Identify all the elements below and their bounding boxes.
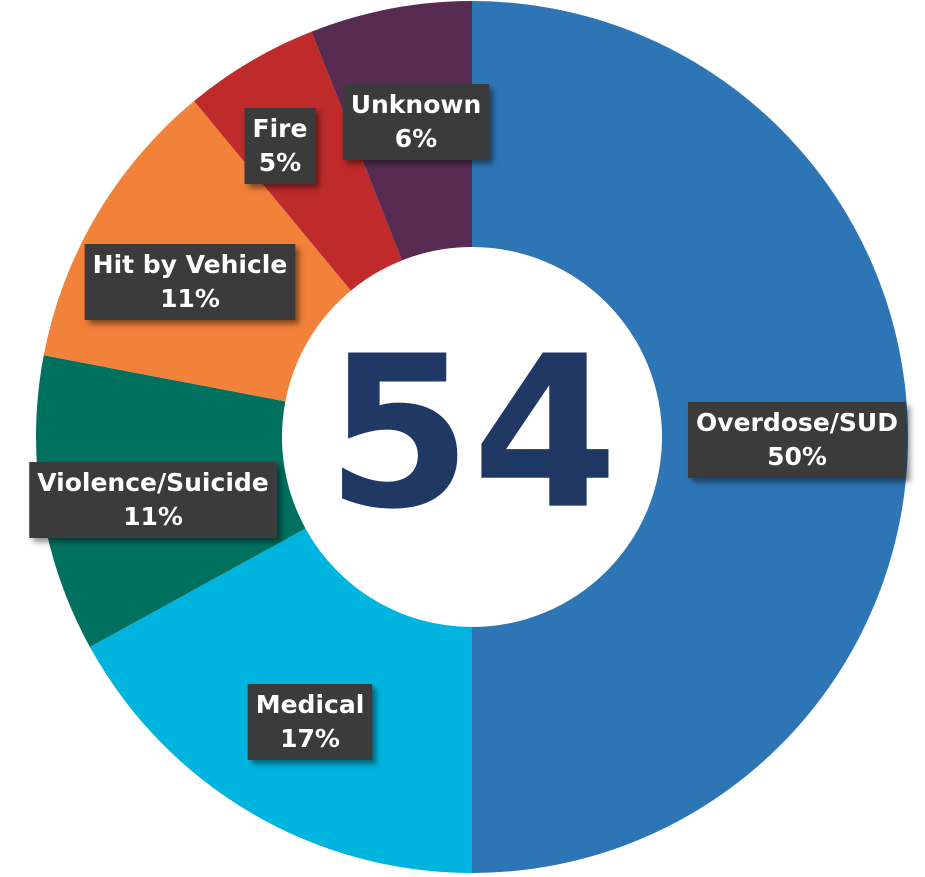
data-label: Hit by Vehicle 11% <box>84 244 296 320</box>
data-label: Overdose/SUD 50% <box>688 402 906 478</box>
label-name: Fire <box>253 114 308 143</box>
label-name: Overdose/SUD <box>696 408 898 437</box>
label-box <box>247 684 373 760</box>
label-value: 50% <box>767 442 827 471</box>
label-box <box>342 84 490 160</box>
label-value: 6% <box>395 124 437 153</box>
label-name: Hit by Vehicle <box>93 250 288 279</box>
data-label: Fire 5% <box>244 108 316 184</box>
label-box <box>84 244 296 320</box>
label-value: 11% <box>123 502 183 531</box>
labels: Overdose/SUD 50% Medical 17% Violence/Suicid… <box>29 84 906 760</box>
data-label: Violence/Suicide 11% <box>29 462 277 538</box>
label-name: Medical <box>256 690 365 719</box>
data-label: Unknown 6% <box>342 84 490 160</box>
data-label: Medical 17% <box>247 684 373 760</box>
label-box <box>29 462 277 538</box>
label-value: 11% <box>160 284 220 313</box>
label-box <box>688 402 906 478</box>
center-total: 54 <box>326 311 618 556</box>
label-box <box>244 108 316 184</box>
label-name: Violence/Suicide <box>37 468 269 497</box>
label-value: 17% <box>280 724 340 753</box>
label-value: 5% <box>259 148 301 177</box>
label-name: Unknown <box>351 90 482 119</box>
